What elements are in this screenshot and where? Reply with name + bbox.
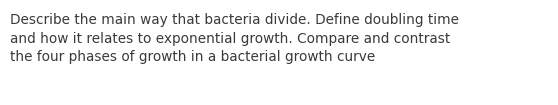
Text: Describe the main way that bacteria divide. Define doubling time
and how it rela: Describe the main way that bacteria divi… xyxy=(10,13,459,64)
